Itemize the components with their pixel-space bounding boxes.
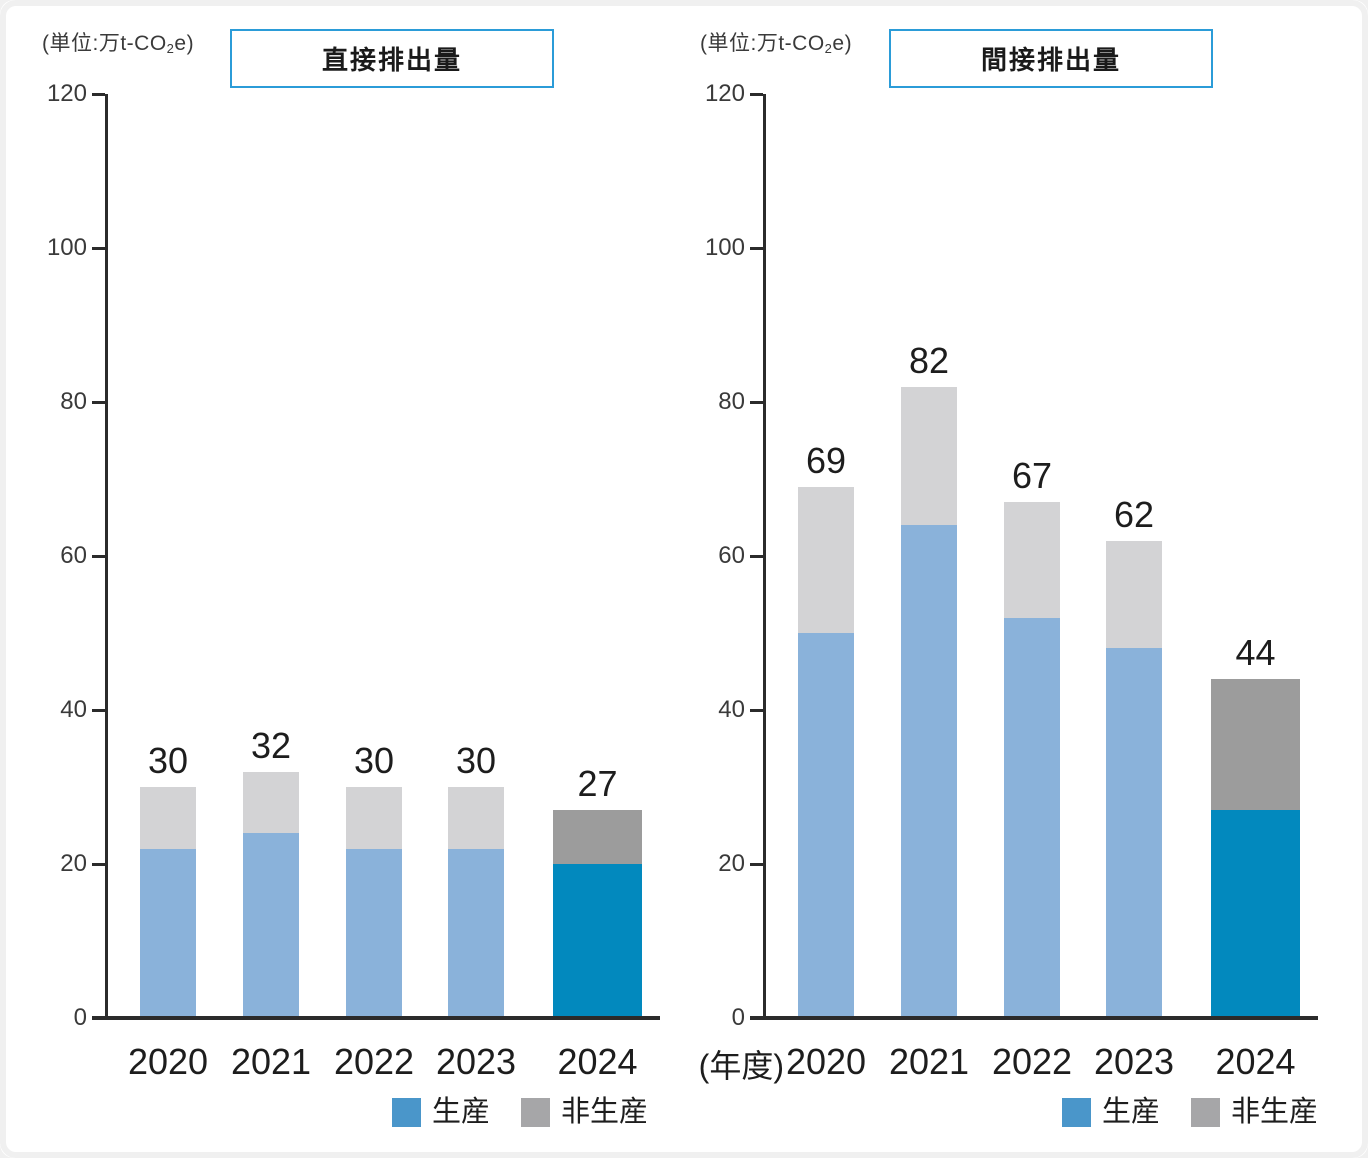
y-axis-line bbox=[105, 94, 108, 1020]
legend-direct: 生産 非生産 bbox=[392, 1096, 648, 1128]
legend-indirect: 生産 非生産 bbox=[1062, 1096, 1318, 1128]
y-tick-label-80: 80 bbox=[60, 388, 87, 415]
legend-label-production: 生産 bbox=[1102, 1096, 1161, 1128]
x-label-2023: 2023 bbox=[1093, 1041, 1175, 1082]
y-tick-label-60: 60 bbox=[60, 542, 87, 569]
unit-text: (単位:万t-CO bbox=[42, 32, 167, 55]
bar-2022-nonproduction bbox=[1004, 502, 1060, 618]
y-tick-80 bbox=[750, 401, 763, 404]
y-tick-label-100: 100 bbox=[46, 234, 87, 261]
value-label-2023: 62 bbox=[1113, 493, 1155, 535]
bar-2024-nonproduction bbox=[553, 810, 642, 864]
y-tick-label-0: 0 bbox=[73, 1004, 87, 1031]
unit-text-suffix: e) bbox=[832, 32, 853, 55]
y-tick-label-80: 80 bbox=[718, 388, 745, 415]
unit-text-suffix: e) bbox=[174, 32, 195, 55]
x-label-2020: 2020 bbox=[127, 1041, 209, 1082]
y-axis-line bbox=[763, 94, 766, 1020]
unit-subscript: 2 bbox=[824, 40, 833, 56]
bar-2022-nonproduction bbox=[346, 787, 402, 849]
x-axis-line bbox=[92, 1016, 660, 1020]
unit-text: (単位:万t-CO bbox=[700, 32, 825, 55]
y-tick-label-60: 60 bbox=[718, 542, 745, 569]
legend-swatch-production bbox=[392, 1097, 421, 1127]
legend-label-production: 生産 bbox=[432, 1096, 491, 1128]
x-label-2023: 2023 bbox=[435, 1041, 517, 1082]
bar-2021-nonproduction bbox=[243, 771, 299, 834]
y-tick-label-120: 120 bbox=[704, 80, 745, 107]
y-tick-20 bbox=[750, 863, 763, 866]
legend-label-nonproduction: 非生産 bbox=[561, 1096, 649, 1128]
bar-2020-production bbox=[798, 633, 854, 1018]
value-label-2022: 67 bbox=[1011, 455, 1053, 497]
bar-2022-production bbox=[346, 848, 402, 1018]
value-label-2020: 69 bbox=[805, 439, 847, 481]
bar-2024-production bbox=[1211, 810, 1300, 1018]
y-tick-label-20: 20 bbox=[60, 850, 87, 877]
y-tick-60 bbox=[750, 555, 763, 558]
value-label-2021: 82 bbox=[908, 339, 950, 381]
legend-swatch-nonproduction bbox=[521, 1097, 551, 1127]
chart-title-direct: 直接排出量 bbox=[230, 29, 554, 88]
y-tick-100 bbox=[750, 247, 763, 250]
x-label-2021: 2021 bbox=[888, 1041, 970, 1082]
y-tick-label-120: 120 bbox=[46, 80, 87, 107]
value-label-2023: 30 bbox=[455, 740, 497, 781]
y-tick-60 bbox=[92, 555, 105, 558]
unit-subscript: 2 bbox=[166, 40, 175, 56]
value-label-2020: 30 bbox=[147, 740, 189, 781]
value-label-2024: 44 bbox=[1235, 632, 1276, 674]
value-label-2022: 30 bbox=[353, 740, 395, 781]
legend-swatch-nonproduction bbox=[1191, 1097, 1221, 1127]
bar-2024-nonproduction bbox=[1211, 679, 1300, 811]
value-label-2021: 32 bbox=[250, 724, 292, 766]
x-axis-unit-label: (年度) bbox=[698, 1048, 784, 1084]
bar-2023-production bbox=[448, 848, 504, 1018]
y-tick-80 bbox=[92, 401, 105, 404]
unit-label-indirect: (単位:万t-CO2e) bbox=[700, 27, 852, 57]
y-tick-label-0: 0 bbox=[731, 1004, 745, 1031]
y-tick-label-100: 100 bbox=[704, 234, 745, 261]
x-label-2021: 2021 bbox=[230, 1041, 312, 1082]
x-label-2020: 2020 bbox=[785, 1041, 867, 1082]
bar-2021-production bbox=[243, 833, 299, 1018]
y-tick-label-20: 20 bbox=[718, 850, 745, 877]
x-label-2022: 2022 bbox=[333, 1041, 415, 1082]
y-tick-120 bbox=[92, 93, 105, 96]
y-tick-label-40: 40 bbox=[60, 696, 87, 723]
y-tick-120 bbox=[750, 93, 763, 96]
bar-2022-production bbox=[1004, 617, 1060, 1018]
bar-2021-nonproduction bbox=[901, 386, 957, 526]
legend-label-nonproduction: 非生産 bbox=[1231, 1096, 1319, 1128]
y-tick-40 bbox=[92, 709, 105, 712]
bar-2020-production bbox=[140, 848, 196, 1018]
y-tick-20 bbox=[92, 863, 105, 866]
bar-2023-nonproduction bbox=[448, 787, 504, 849]
bar-2020-nonproduction bbox=[798, 486, 854, 633]
y-tick-40 bbox=[750, 709, 763, 712]
x-label-2024: 2024 bbox=[1215, 1041, 1296, 1082]
x-label-2022: 2022 bbox=[991, 1041, 1073, 1082]
unit-label-direct: (単位:万t-CO2e) bbox=[42, 27, 194, 57]
bar-2024-production bbox=[553, 864, 642, 1018]
chart-title-indirect: 間接排出量 bbox=[889, 29, 1213, 88]
bar-2023-production bbox=[1106, 648, 1162, 1018]
bar-2020-nonproduction bbox=[140, 787, 196, 849]
x-label-2024: 2024 bbox=[557, 1041, 638, 1082]
bar-2021-production bbox=[901, 525, 957, 1018]
y-tick-label-40: 40 bbox=[718, 696, 745, 723]
value-label-2024: 27 bbox=[577, 763, 618, 805]
y-tick-100 bbox=[92, 247, 105, 250]
legend-swatch-production bbox=[1062, 1097, 1091, 1127]
x-axis-line bbox=[750, 1016, 1318, 1020]
bar-2023-nonproduction bbox=[1106, 540, 1162, 649]
